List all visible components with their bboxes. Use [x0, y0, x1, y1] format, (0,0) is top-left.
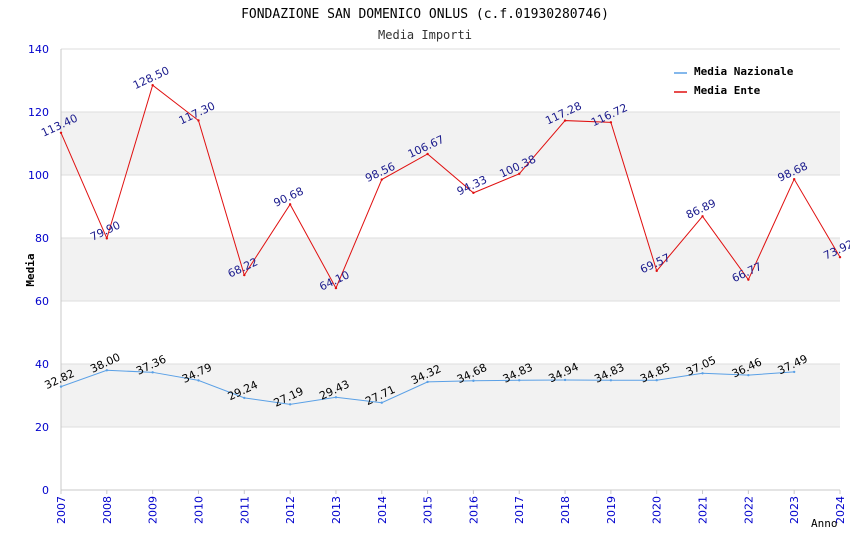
data-point-media-nazionale-2020 — [655, 379, 658, 382]
data-label-media-ente-2009: 128.50 — [131, 64, 171, 92]
data-point-media-ente-2015 — [426, 152, 429, 156]
x-tick-2019: 2019 — [605, 496, 618, 524]
x-tick-2014: 2014 — [376, 496, 389, 524]
band-20-40 — [61, 364, 840, 427]
data-point-media-nazionale-2009 — [151, 371, 154, 374]
data-point-media-ente-2018 — [563, 119, 567, 122]
x-tick-2016: 2016 — [467, 496, 480, 524]
data-point-media-nazionale-2011 — [243, 396, 246, 400]
y-axis-label: Media — [24, 253, 37, 286]
gridlines — [61, 48, 840, 491]
data-point-media-nazionale-2019 — [609, 379, 613, 382]
data-point-media-nazionale-2008 — [105, 369, 109, 372]
series-line-media-ente — [60, 84, 841, 290]
data-label-media-ente-2016: 94.33 — [455, 173, 489, 198]
data-point-media-ente-2020 — [655, 269, 658, 273]
data-point-media-ente-2011 — [243, 273, 246, 277]
chart-subtitle: Media Importi — [378, 28, 472, 42]
band-60-80 — [61, 238, 840, 301]
data-point-media-ente-2008 — [105, 237, 109, 240]
data-point-media-ente-2021 — [701, 215, 704, 218]
data-point-media-ente-2024 — [838, 255, 842, 259]
y-tick-120: 120 — [28, 106, 49, 119]
x-axis-label: Anno — [811, 517, 838, 530]
data-point-media-nazionale-2022 — [747, 373, 750, 377]
axes — [60, 49, 840, 491]
data-point-media-nazionale-2010 — [197, 379, 200, 382]
data-point-media-ente-2023 — [792, 177, 796, 181]
data-point-media-ente-2016 — [472, 191, 475, 195]
x-tick-2024: 2024 — [834, 496, 847, 524]
data-point-media-ente-2007 — [59, 131, 63, 134]
y-tick-20: 20 — [35, 421, 49, 434]
data-point-media-ente-2010 — [197, 119, 200, 122]
x-tick-2021: 2021 — [697, 496, 710, 524]
series-lines — [59, 84, 842, 406]
x-tick-2007: 2007 — [55, 496, 68, 524]
legend-label-media-ente: Media Ente — [694, 84, 761, 97]
data-point-media-ente-2019 — [609, 121, 613, 124]
band-100-120 — [61, 112, 840, 175]
data-point-media-nazionale-2013 — [334, 396, 338, 399]
x-tick-2010: 2010 — [192, 496, 205, 524]
legend: Media Nazionale Media Ente — [674, 65, 794, 97]
legend-label-media-nazionale: Media Nazionale — [694, 65, 794, 78]
x-tick-2008: 2008 — [101, 496, 114, 524]
data-point-media-nazionale-2016 — [472, 379, 475, 382]
data-point-media-nazionale-2015 — [426, 380, 429, 384]
data-point-media-ente-2014 — [380, 178, 383, 181]
chart-title: FONDAZIONE SAN DOMENICO ONLUS (c.f.01930… — [241, 7, 609, 22]
y-tick-60: 60 — [35, 295, 49, 308]
y-tick-40: 40 — [35, 358, 49, 371]
x-tick-2022: 2022 — [742, 496, 755, 524]
data-point-media-ente-2013 — [334, 286, 338, 290]
x-tick-labels: 2007 2008 2009 2010 2011 2012 2013 2014 2015 2016… — [55, 490, 847, 524]
x-tick-2017: 2017 — [513, 496, 526, 524]
data-point-media-nazionale-2012 — [288, 403, 292, 406]
x-tick-2013: 2013 — [330, 496, 343, 524]
data-point-media-ente-2022 — [747, 278, 750, 281]
y-tick-80: 80 — [35, 232, 49, 245]
x-tick-2012: 2012 — [284, 496, 297, 524]
x-tick-2009: 2009 — [147, 496, 160, 524]
data-point-media-ente-2012 — [288, 203, 292, 206]
x-tick-2011: 2011 — [238, 496, 251, 524]
y-tick-0: 0 — [42, 484, 49, 497]
data-point-media-nazionale-2007 — [59, 385, 63, 388]
y-tick-labels: 0 20 40 60 80 100 120 140 — [28, 43, 49, 497]
data-point-media-ente-2009 — [151, 84, 154, 87]
y-tick-140: 140 — [28, 43, 49, 56]
x-tick-2018: 2018 — [559, 496, 572, 524]
data-point-media-ente-2017 — [518, 172, 521, 176]
data-point-media-nazionale-2014 — [380, 401, 383, 404]
data-point-media-nazionale-2021 — [701, 372, 704, 375]
data-point-media-nazionale-2017 — [518, 379, 521, 382]
background-bands — [61, 112, 840, 427]
data-point-media-nazionale-2018 — [563, 378, 567, 382]
x-tick-2023: 2023 — [788, 496, 801, 524]
y-tick-100: 100 — [28, 169, 49, 182]
x-tick-2020: 2020 — [651, 496, 664, 524]
data-point-media-nazionale-2023 — [792, 370, 796, 374]
x-tick-2015: 2015 — [422, 496, 435, 524]
